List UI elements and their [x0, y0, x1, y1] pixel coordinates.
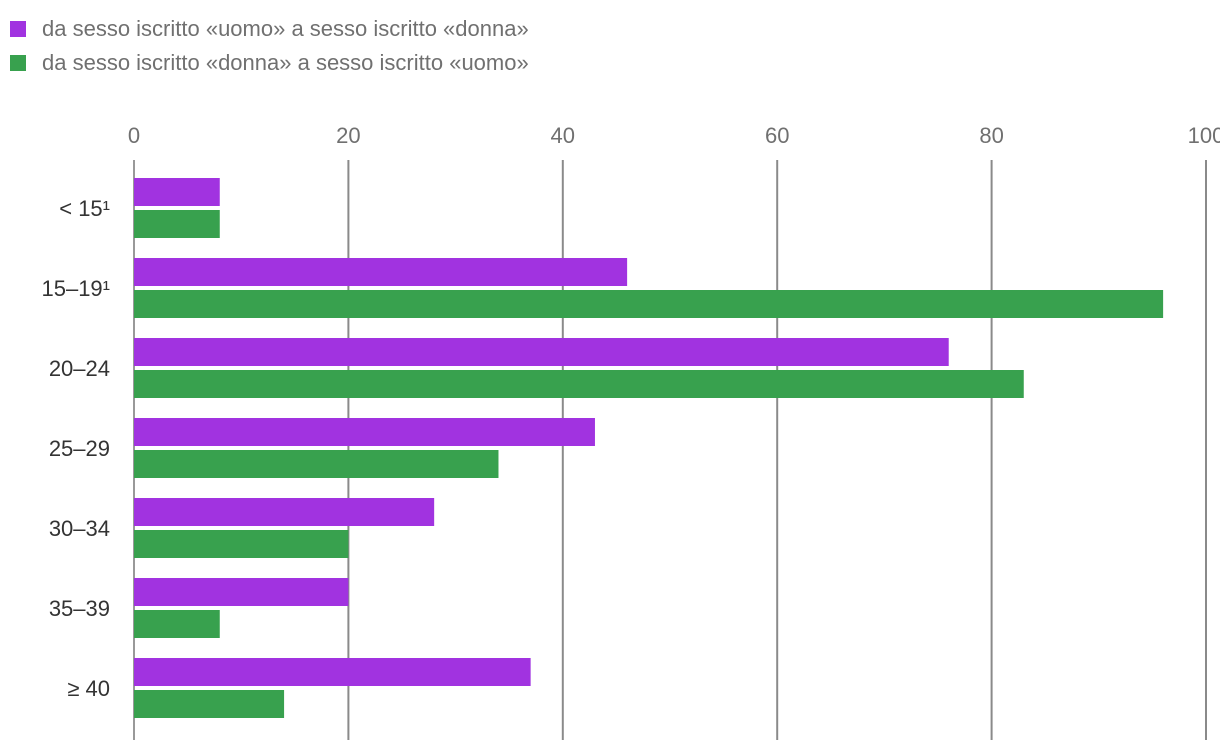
- bars: [134, 178, 1164, 718]
- x-tick-label-60: 60: [765, 123, 789, 148]
- bar-donna-uomo-5: [134, 610, 220, 638]
- legend: da sesso iscritto «uomo» a sesso iscritt…: [10, 12, 529, 80]
- bar-donna-uomo-4: [134, 530, 349, 558]
- x-tick-label-100: 100: [1188, 123, 1220, 148]
- legend-item-donna-uomo: da sesso iscritto «donna» a sesso iscrit…: [10, 46, 529, 80]
- x-tick-label-20: 20: [336, 123, 360, 148]
- bar-donna-uomo-3: [134, 450, 499, 478]
- x-tick-label-80: 80: [979, 123, 1003, 148]
- legend-label-donna-uomo: da sesso iscritto «donna» a sesso iscrit…: [42, 50, 529, 75]
- category-label-4: 30–34: [49, 516, 110, 541]
- bar-donna-uomo-6: [134, 690, 285, 718]
- bar-donna-uomo-2: [134, 370, 1024, 398]
- category-label-5: 35–39: [49, 596, 110, 621]
- legend-swatch-purple: [10, 21, 26, 37]
- x-tick-label-0: 0: [128, 123, 140, 148]
- category-label-6: ≥ 40: [67, 676, 110, 701]
- category-label-1: 15–19¹: [41, 276, 110, 301]
- bar-uomo-donna-6: [134, 658, 531, 686]
- bar-uomo-donna-1: [134, 258, 628, 286]
- bar-uomo-donna-2: [134, 338, 949, 366]
- category-label-0: < 15¹: [59, 196, 110, 221]
- x-tick-labels: 0 20 40 60 80 100: [128, 123, 1220, 148]
- legend-swatch-green: [10, 55, 26, 71]
- category-labels: < 15¹ 15–19¹ 20–24 25–29 30–34 35–39 ≥ 40: [41, 196, 110, 701]
- category-label-3: 25–29: [49, 436, 110, 461]
- bar-donna-uomo-1: [134, 290, 1164, 318]
- bar-uomo-donna-4: [134, 498, 435, 526]
- legend-item-uomo-donna: da sesso iscritto «uomo» a sesso iscritt…: [10, 12, 529, 46]
- bar-donna-uomo-0: [134, 210, 220, 238]
- bar-uomo-donna-0: [134, 178, 220, 206]
- legend-label-uomo-donna: da sesso iscritto «uomo» a sesso iscritt…: [42, 16, 529, 41]
- category-label-2: 20–24: [49, 356, 110, 381]
- bar-uomo-donna-3: [134, 418, 595, 446]
- bar-uomo-donna-5: [134, 578, 349, 606]
- x-tick-label-40: 40: [551, 123, 575, 148]
